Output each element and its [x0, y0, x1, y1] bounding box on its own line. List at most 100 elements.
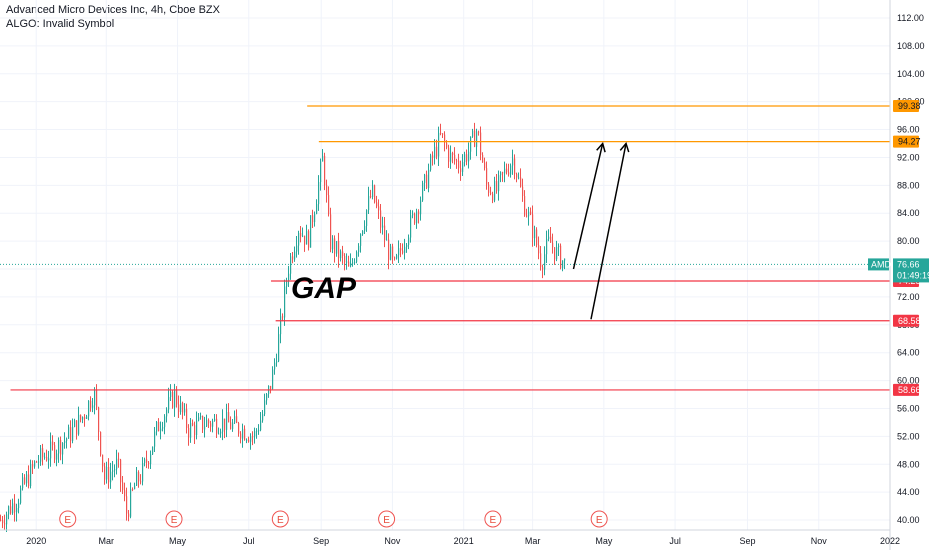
level-badge [893, 383, 919, 396]
candle-body [32, 464, 34, 467]
y-tick-label: 96.00 [897, 125, 920, 135]
candle-body [374, 185, 376, 203]
candle-body [322, 155, 324, 162]
candle-body [118, 458, 120, 460]
x-tick-label: Jul [669, 536, 681, 546]
x-tick-label: Sep [739, 536, 755, 546]
candle-body [436, 146, 438, 157]
candle-body [168, 396, 170, 410]
candle-body [28, 474, 30, 487]
candle-body [120, 459, 122, 483]
candle-body [240, 433, 242, 439]
candle-body [444, 134, 446, 143]
candle-body [560, 245, 562, 268]
candle-body [22, 477, 24, 489]
candle-body [0, 520, 2, 522]
candle-body [390, 246, 392, 260]
candle-body [516, 174, 518, 178]
candle-body [142, 462, 144, 482]
candle-body [288, 273, 290, 282]
candle-body [508, 172, 510, 175]
candle-body [512, 158, 514, 166]
y-tick-label: 88.00 [897, 180, 920, 190]
candle-body [336, 240, 338, 254]
candle-body [62, 442, 64, 455]
candle-body [88, 400, 90, 417]
candle-body [354, 261, 356, 263]
level-badge [893, 314, 919, 327]
candle-body [90, 400, 92, 408]
candle-body [18, 502, 20, 509]
y-tick-label: 40.00 [897, 515, 920, 525]
candle-body [226, 412, 228, 430]
candle-body [166, 409, 168, 417]
candle-body [20, 488, 22, 503]
arrow-head [596, 141, 606, 153]
candle-body [524, 196, 526, 216]
candle-body [128, 513, 130, 517]
candle-body [554, 247, 556, 260]
candle-body [200, 415, 202, 418]
candle-body [520, 177, 522, 187]
candle-body [484, 162, 486, 169]
earnings-marker [59, 510, 77, 528]
candle-body [542, 267, 544, 270]
chart-grid [0, 0, 891, 530]
candle-body [438, 132, 440, 157]
candle-body [510, 165, 512, 175]
candle-body [536, 229, 538, 246]
candle-body [332, 238, 334, 250]
candle-body [340, 251, 342, 259]
earnings-label: E [383, 515, 390, 526]
candle-body [102, 454, 104, 467]
candle-body [478, 131, 480, 133]
candle-body [70, 427, 72, 441]
candle-body [266, 394, 268, 401]
candle-body [514, 158, 516, 175]
candle-body [206, 419, 208, 427]
candle-body [446, 142, 448, 148]
x-axis: 2020 Mar May Jul Sep Nov 2021 Mar May Jul Sep Nov 20… [26, 536, 900, 546]
candle-body [48, 458, 50, 461]
candle-body [280, 316, 282, 335]
x-tick-label: Mar [525, 536, 541, 546]
candle-body [154, 431, 156, 447]
candle-body [450, 153, 452, 162]
earnings-label: E [490, 515, 497, 526]
candle-body [368, 196, 370, 211]
candle-body [404, 246, 406, 253]
candle-body [78, 414, 80, 435]
candle-body [398, 248, 400, 256]
current-price-value: 76.66 [897, 259, 920, 269]
candle-body [234, 416, 236, 423]
candle-body [328, 195, 330, 215]
candle-body [230, 422, 232, 429]
candle-body [80, 414, 82, 420]
candle-body [192, 423, 194, 426]
candle-body [186, 409, 188, 428]
candle-body [136, 472, 138, 486]
candle-body [372, 185, 374, 197]
candle-body [182, 402, 184, 413]
price-badges: 99.3894.2774.2868.5858.66AMD76.6601:49:1… [868, 99, 932, 396]
candle-body [8, 506, 10, 515]
candle-body [528, 211, 530, 217]
candle-body [530, 211, 532, 215]
earnings-label: E [277, 515, 284, 526]
candle-body [294, 251, 296, 260]
y-tick-label: 108.00 [897, 41, 925, 51]
candle-body [468, 151, 470, 162]
candle-body [434, 146, 436, 158]
candle-body [100, 432, 102, 455]
y-tick-label: 92.00 [897, 152, 920, 162]
candle-body [96, 390, 98, 408]
candle-body [352, 262, 354, 264]
candle-body [130, 488, 132, 517]
candle-body [562, 260, 564, 268]
candle-body [454, 154, 456, 161]
candle-body [30, 464, 32, 487]
x-tick-label: Sep [313, 536, 329, 546]
candle-body [386, 239, 388, 241]
candle-body [36, 461, 38, 463]
